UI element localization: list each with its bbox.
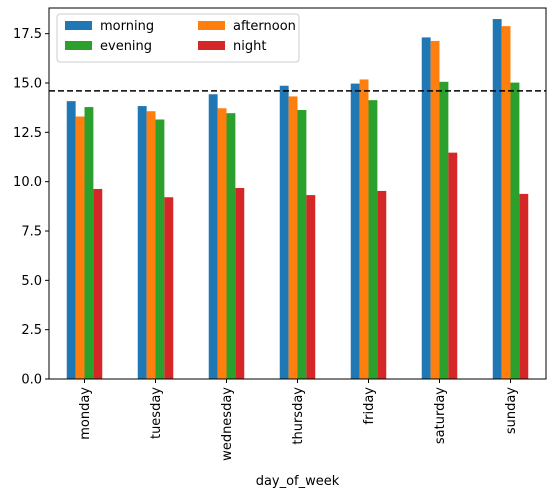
bar-evening-tuesday xyxy=(155,119,165,379)
x-tick-label-friday: friday xyxy=(362,387,377,425)
legend-swatch-night xyxy=(198,41,225,50)
x-tick-label-wednesday: wednesday xyxy=(220,387,235,461)
bar-afternoon-saturday xyxy=(430,40,440,380)
y-tick-label: 7.5 xyxy=(21,224,42,239)
bar-night-sunday xyxy=(519,193,529,379)
legend-swatch-evening xyxy=(65,41,92,50)
bar-night-thursday xyxy=(306,195,316,379)
y-tick-label: 0.0 xyxy=(21,373,42,388)
x-axis-label: day_of_week xyxy=(256,474,340,489)
legend-label-morning: morning xyxy=(100,19,154,34)
bar-morning-saturday xyxy=(421,37,431,380)
legend-box xyxy=(56,13,300,63)
legend-swatch-morning xyxy=(65,21,92,30)
bar-night-monday xyxy=(93,188,103,379)
bar-evening-wednesday xyxy=(226,113,236,380)
bar-night-tuesday xyxy=(164,197,174,379)
bar-afternoon-friday xyxy=(359,79,369,380)
y-tick-label: 12.5 xyxy=(13,126,42,141)
bar-afternoon-thursday xyxy=(288,96,298,379)
bar-evening-saturday xyxy=(439,81,449,379)
legend: morning afternoon evening night xyxy=(56,13,300,63)
legend-label-evening: evening xyxy=(100,39,152,54)
bar-night-wednesday xyxy=(235,187,245,379)
x-tick-label-saturday: saturday xyxy=(433,387,448,444)
y-tick-label: 17.5 xyxy=(13,27,42,42)
x-tick-label-tuesday: tuesday xyxy=(149,387,164,439)
x-axis: monday tuesday wednesday thursday friday satu… xyxy=(78,379,519,461)
bar-morning-friday xyxy=(350,83,360,379)
bar-morning-tuesday xyxy=(137,106,147,380)
y-axis: 0.0 2.5 5.0 7.5 10.0 12.5 15.0 17.5 xyxy=(13,27,49,388)
x-tick-label-sunday: sunday xyxy=(504,387,519,434)
x-tick-label-monday: monday xyxy=(78,387,93,440)
y-tick-label: 2.5 xyxy=(21,323,42,338)
bar-afternoon-wednesday xyxy=(217,108,227,380)
y-tick-label: 15.0 xyxy=(13,76,42,91)
y-tick-label: 10.0 xyxy=(13,175,42,190)
bar-afternoon-sunday xyxy=(501,26,511,379)
bar-night-saturday xyxy=(448,152,458,379)
bar-evening-thursday xyxy=(297,110,307,380)
plot-frame xyxy=(48,7,547,380)
legend-label-afternoon: afternoon xyxy=(233,19,296,34)
y-tick-label: 5.0 xyxy=(21,274,42,289)
bar-morning-wednesday xyxy=(208,94,218,379)
bar-afternoon-monday xyxy=(75,116,85,379)
legend-label-night: night xyxy=(233,39,266,54)
bar-morning-thursday xyxy=(279,85,289,379)
bar-evening-monday xyxy=(84,107,94,380)
bar-evening-friday xyxy=(368,100,378,379)
x-tick-label-thursday: thursday xyxy=(291,387,306,445)
legend-swatch-afternoon xyxy=(198,21,225,30)
bars-group xyxy=(66,19,529,380)
bar-afternoon-tuesday xyxy=(146,111,156,379)
bar-evening-sunday xyxy=(510,82,520,380)
bar-morning-sunday xyxy=(492,19,502,380)
bar-morning-monday xyxy=(66,101,76,379)
bar-night-friday xyxy=(377,190,387,379)
